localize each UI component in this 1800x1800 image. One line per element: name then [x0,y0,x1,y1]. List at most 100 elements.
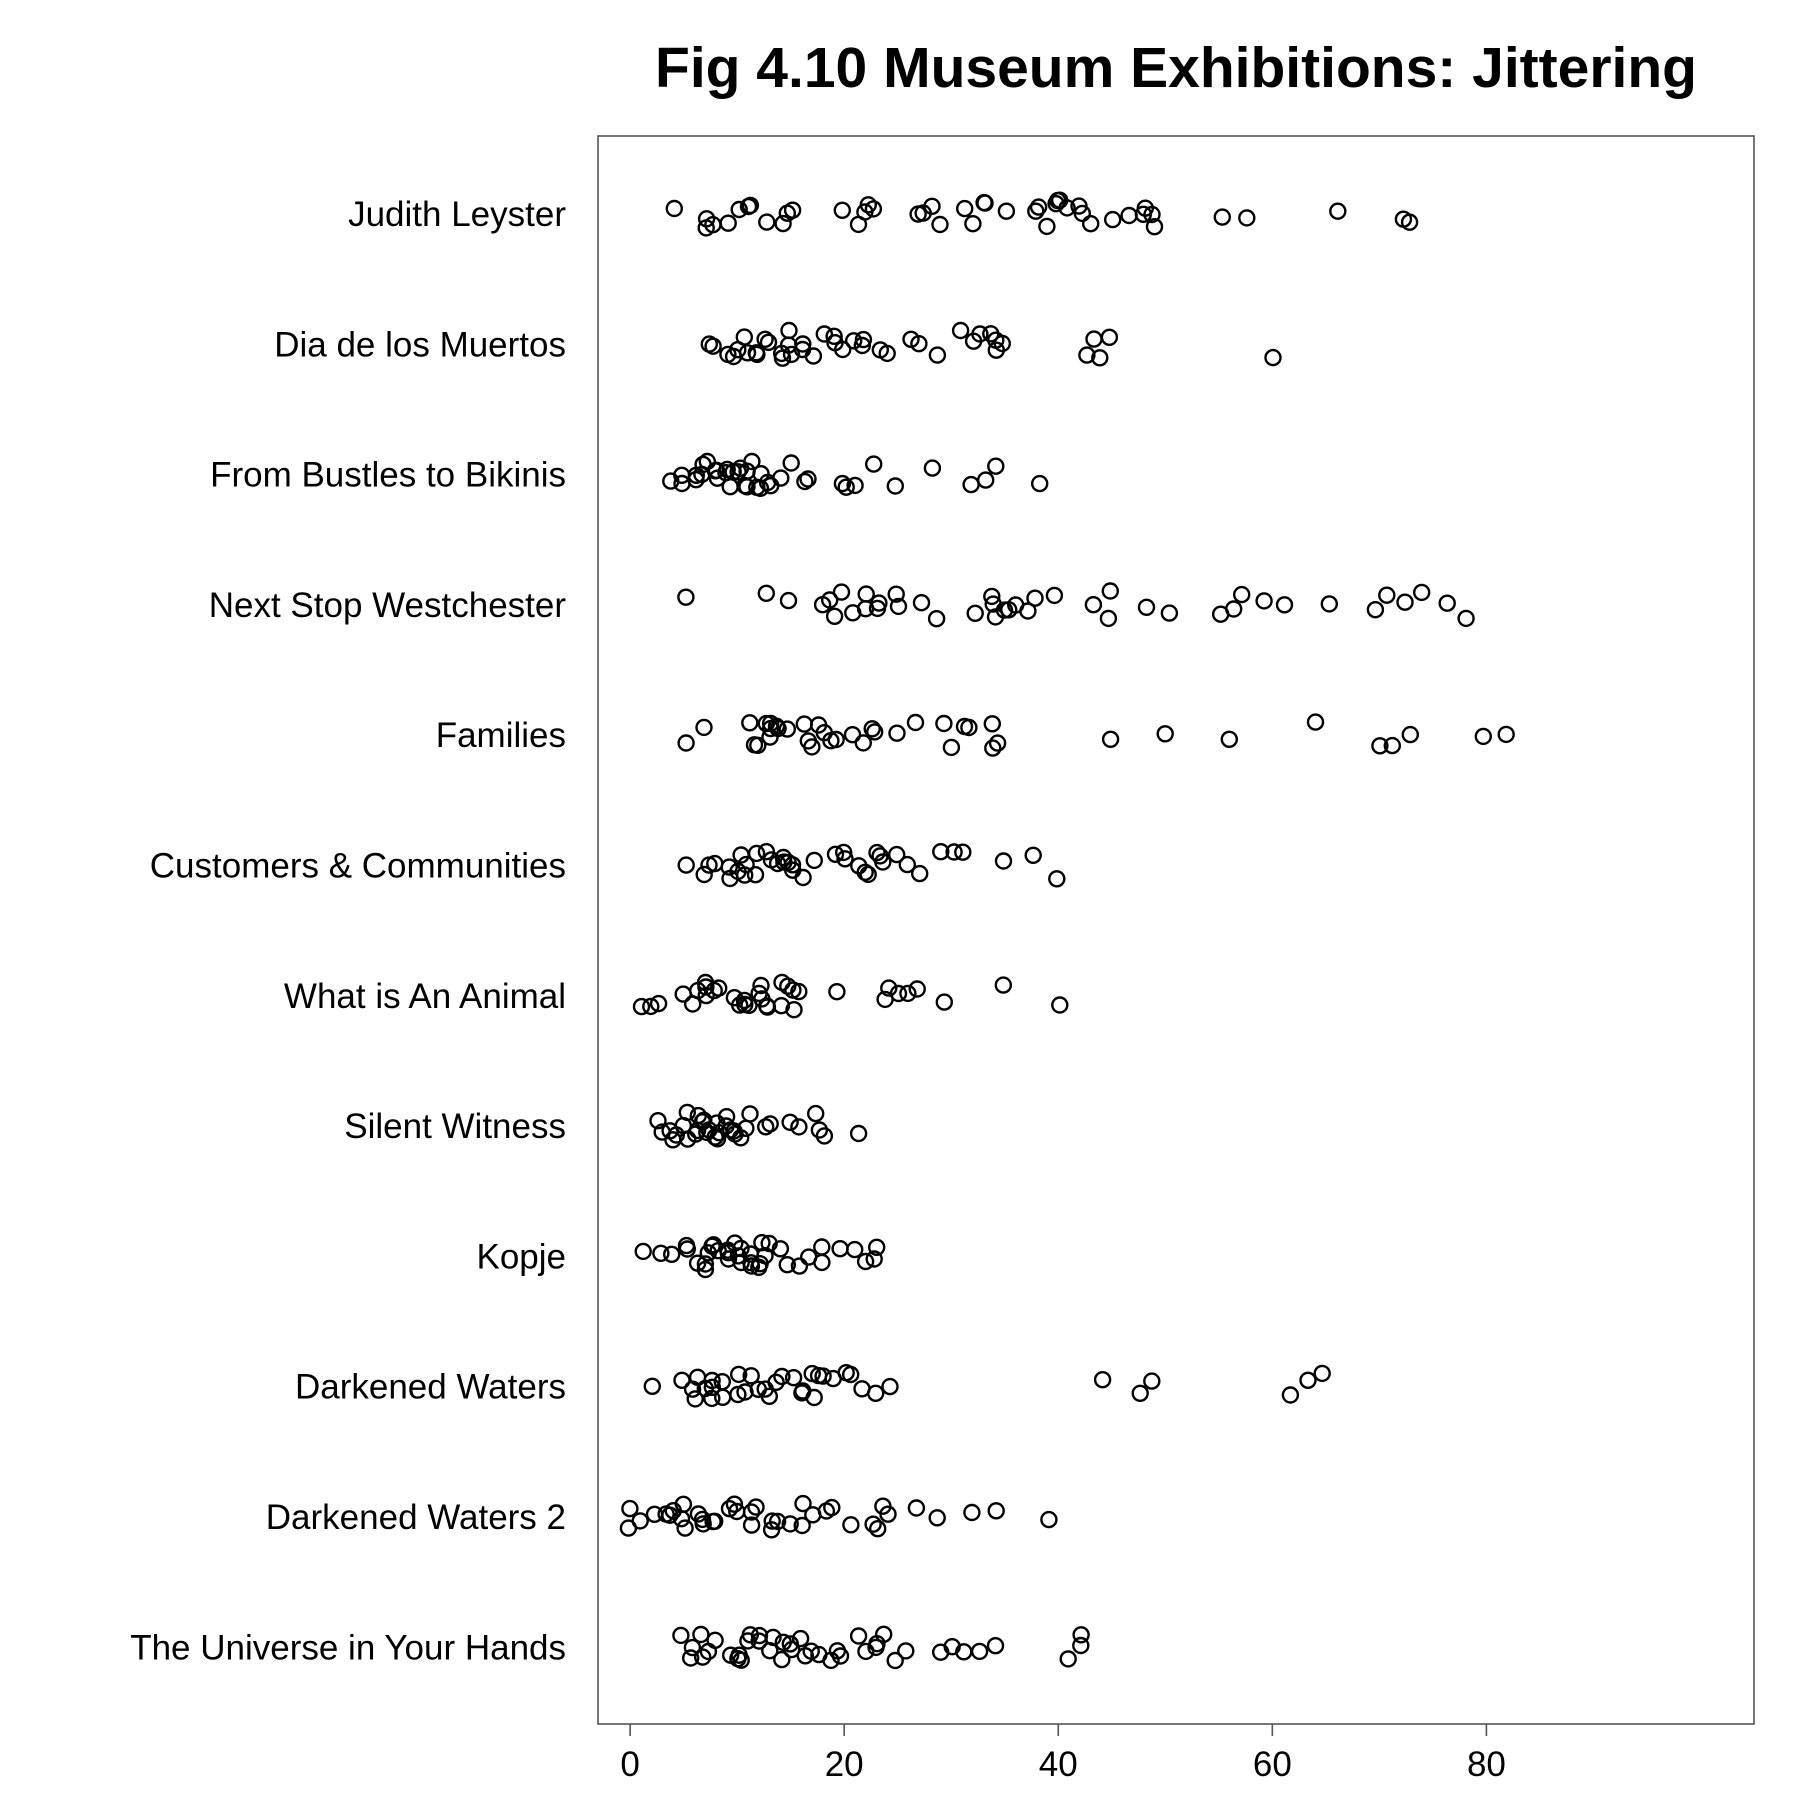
data-point [1275,596,1294,614]
data-point [1137,598,1156,616]
data-point [833,201,851,220]
data-point [1457,609,1475,628]
data-point [795,715,813,733]
data-point [856,863,874,881]
data-point [782,454,800,472]
data-point [868,599,887,618]
data-point [864,200,883,218]
data-point [869,1519,887,1538]
data-point [720,858,738,876]
category-label: Customers & Communities [150,847,566,886]
data-point [1073,204,1092,223]
data-point [677,856,695,874]
category-label: Silent Witness [344,1107,566,1146]
data-point [878,344,896,363]
data-point [794,335,812,353]
data-point [984,739,1002,757]
data-point [1401,725,1420,744]
data-point [710,979,728,997]
data-point [802,1642,820,1660]
data-point [781,1515,799,1533]
data-point [874,1497,892,1515]
data-point [1024,846,1042,864]
plot-frame [597,135,1755,1725]
data-point [769,719,787,738]
data-point [696,1255,715,1273]
data-point [886,477,904,495]
data-point [1091,349,1109,367]
data-point [1371,737,1389,755]
data-point [897,1642,915,1660]
data-point [1497,725,1515,744]
category-label: Kopje [476,1237,566,1276]
data-point [747,1498,765,1516]
data-point [725,1495,744,1513]
data-point [857,585,875,603]
data-point [631,1512,649,1530]
data-point [791,1629,810,1648]
data-point [714,1388,732,1407]
data-point [1438,594,1456,612]
data-point [849,1627,868,1645]
data-point [810,1121,829,1139]
category-label: Families [436,716,566,755]
data-point [713,1372,731,1391]
data-point [753,1233,771,1252]
data-point [772,469,790,487]
data-point [831,1239,849,1258]
data-point [749,736,767,754]
data-point [977,471,995,489]
data-point [693,1510,712,1529]
data-point [737,1119,755,1138]
data-point [1120,206,1138,225]
data-point [987,1502,1005,1520]
data-point [865,455,883,473]
data-point [632,997,651,1016]
category-label: Darkened Waters [295,1368,566,1407]
data-point [1474,727,1493,746]
data-point [889,984,908,1003]
category-label: The Universe in Your Hands [130,1628,566,1667]
data-point [821,591,839,609]
data-point [761,1641,779,1660]
data-point [983,587,1001,606]
data-point [741,1105,759,1123]
data-point [742,1516,761,1534]
data-point [796,472,814,491]
data-point [1019,602,1037,620]
data-point [849,1124,868,1143]
data-point [1085,330,1103,348]
data-point [833,474,852,493]
data-point [910,335,928,353]
x-tick-label: 60 [1253,1745,1292,1784]
data-point [709,1241,727,1260]
data-point [703,1371,721,1390]
data-point [834,340,852,359]
data-point [758,213,776,231]
data-point [987,457,1005,475]
data-point [663,1245,681,1264]
data-point [774,214,792,233]
data-point [785,1001,803,1019]
data-point [737,855,755,874]
data-point [966,604,984,622]
data-point [962,475,980,494]
data-point [827,730,845,749]
data-points [619,191,1515,1670]
data-point [809,716,828,734]
data-point [677,588,695,606]
data-point [931,215,949,234]
data-point [783,856,802,874]
data-point [1099,609,1118,628]
data-point [794,868,812,887]
data-point [621,1499,639,1518]
data-point [790,1257,809,1275]
data-point [854,330,873,349]
data-point [1029,198,1048,216]
data-point [1048,870,1066,888]
data-point [1160,604,1179,622]
data-point [695,865,713,884]
data-point [932,843,950,861]
data-point [677,734,695,752]
data-point [927,610,946,628]
